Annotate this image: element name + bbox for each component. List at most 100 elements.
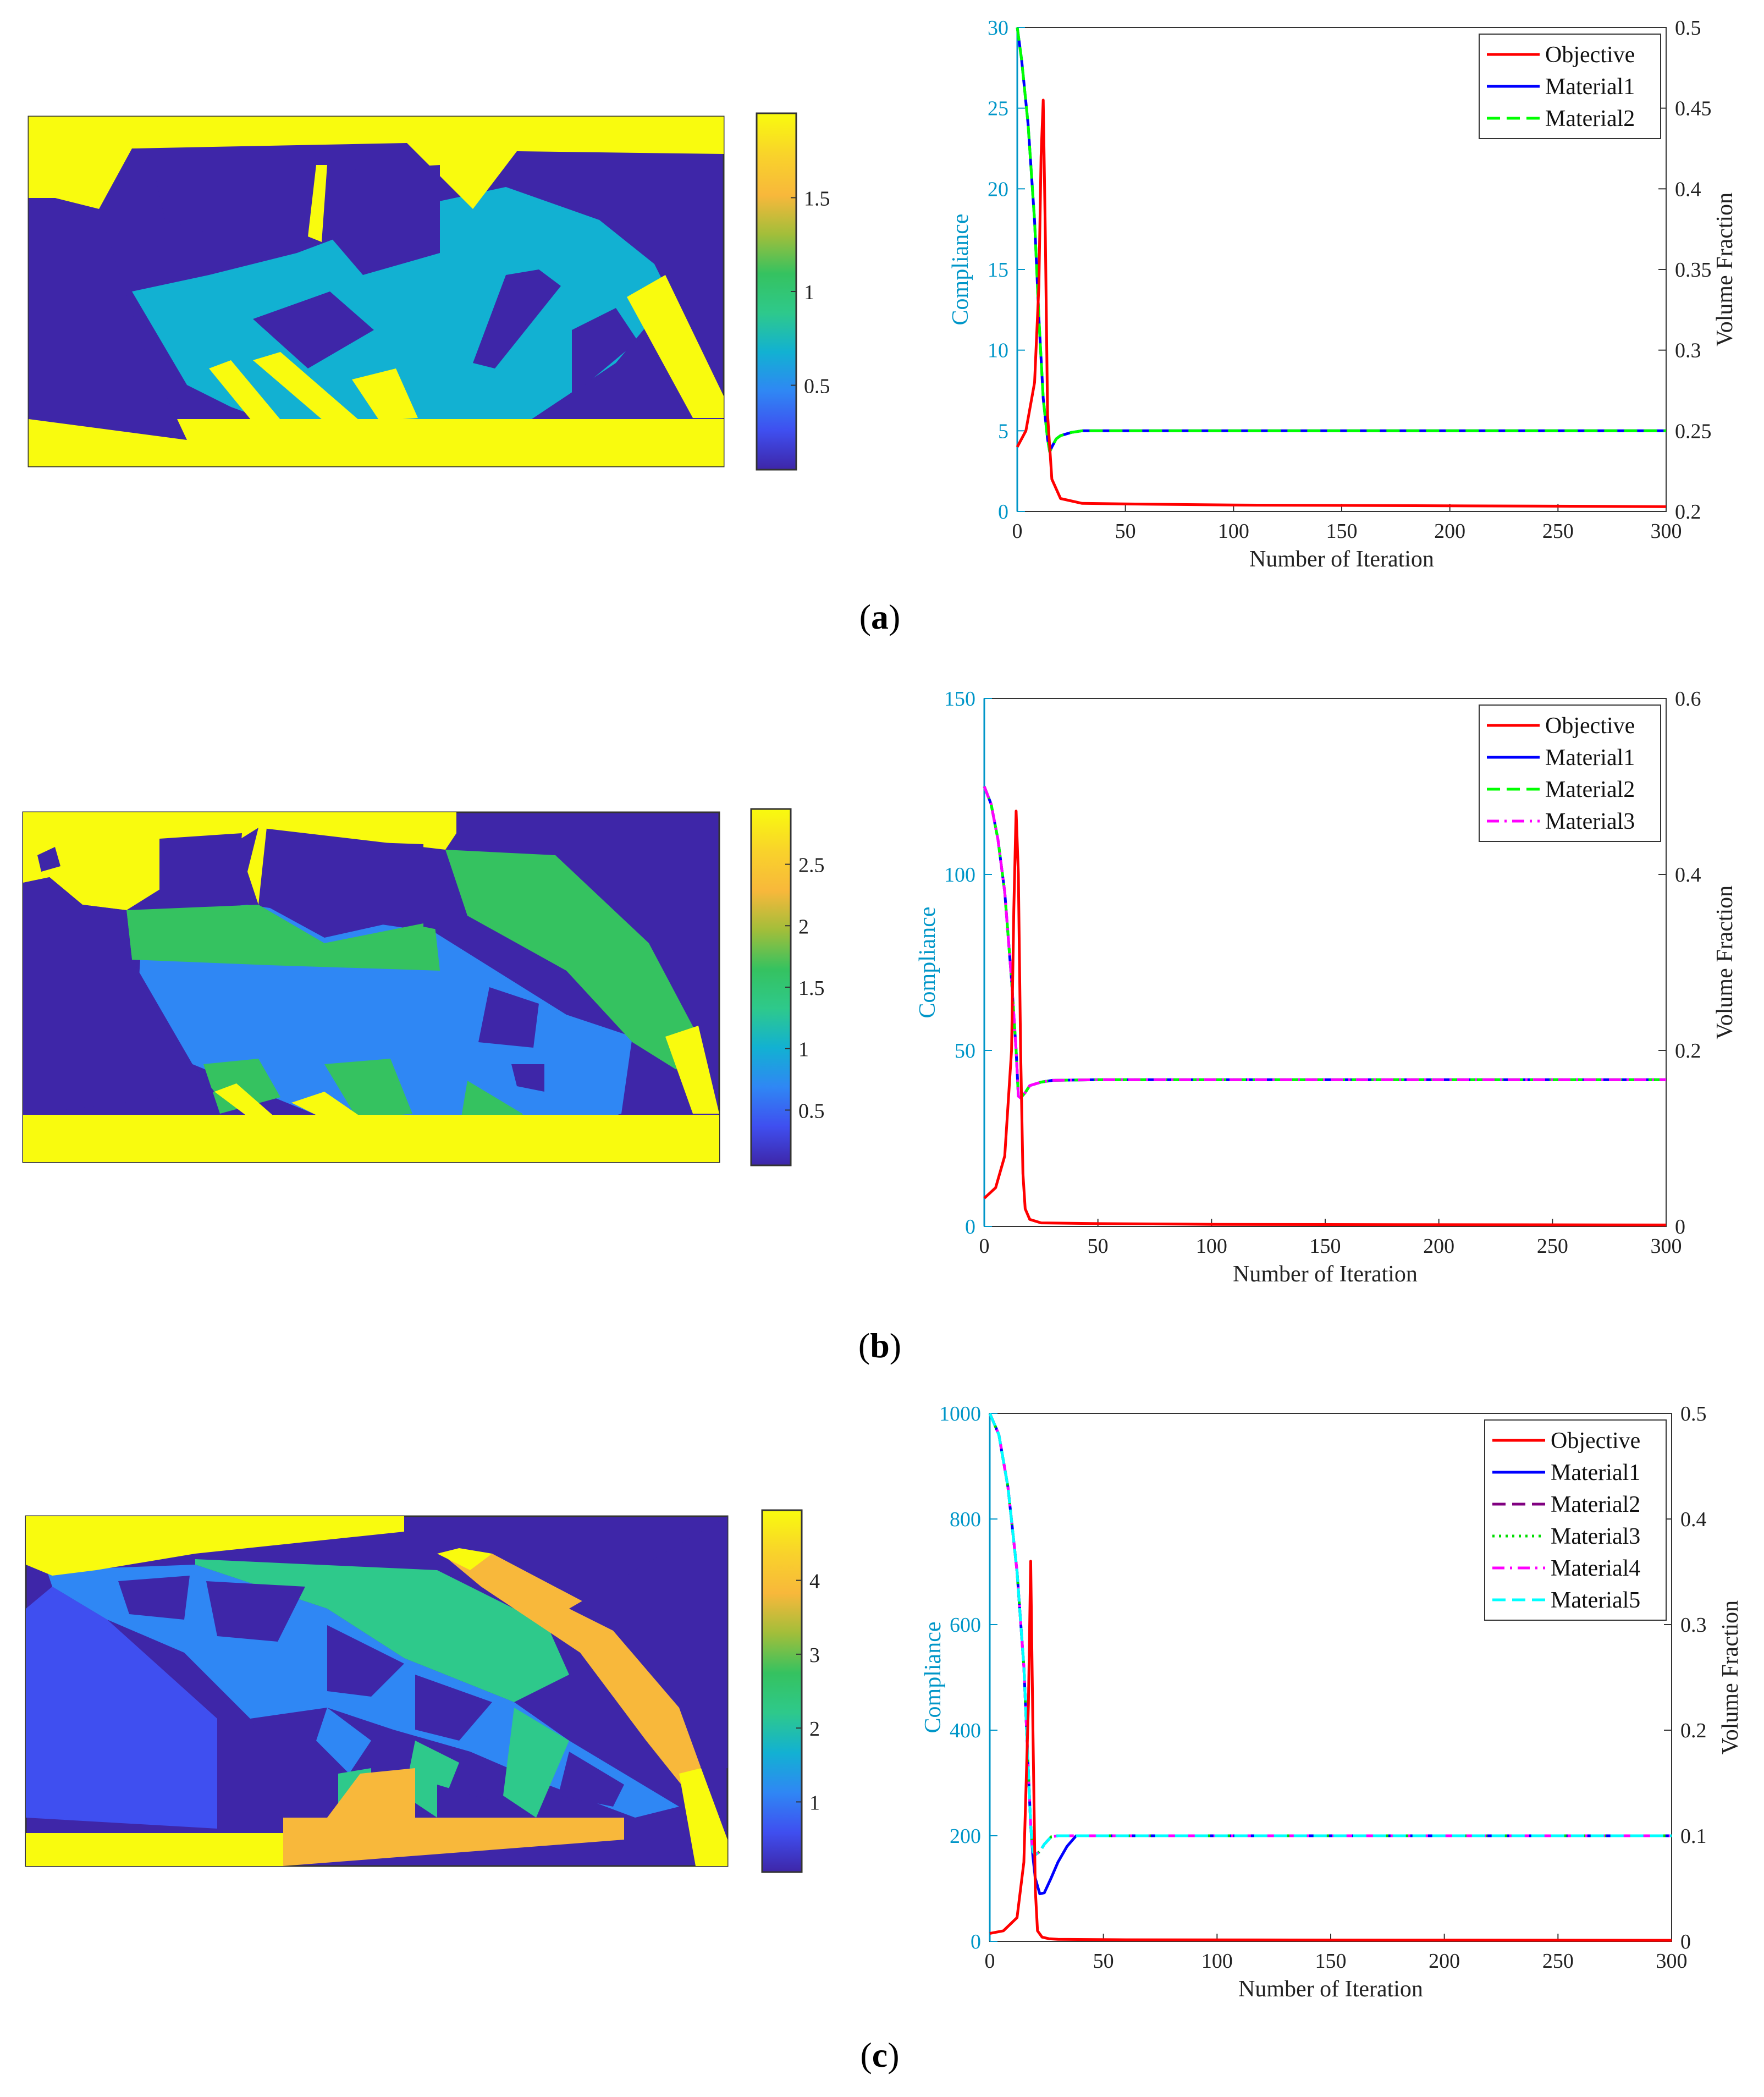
x-tick-label: 50: [1093, 1950, 1114, 1973]
x-axis-label: Number of Iteration: [1238, 1977, 1423, 2002]
legend-label: Material2: [1551, 1492, 1640, 1517]
colorbar-tick-label: 3: [809, 1644, 820, 1667]
y-right-tick-label: 0.25: [1675, 420, 1712, 443]
topology-map-a: [27, 115, 725, 467]
y-left-tick-label: 800: [950, 1508, 981, 1531]
y-right-tick-label: 0.45: [1675, 97, 1712, 120]
y-right-tick-label: 0.2: [1680, 1719, 1707, 1742]
y-right-tick-label: 0: [1680, 1930, 1691, 1953]
colorbar-tick-label: 1.5: [798, 977, 825, 1000]
x-tick-label: 200: [1434, 520, 1465, 543]
legend-label: Material3: [1551, 1524, 1640, 1549]
caption-c: (c): [860, 2035, 900, 2074]
legend: [1484, 1419, 1667, 1621]
x-tick-label: 300: [1651, 520, 1682, 543]
legend-label: Material1: [1545, 74, 1635, 100]
y-right-tick-label: 0.2: [1675, 500, 1701, 524]
y-left-axis-label: Compliance: [915, 907, 940, 1019]
colorbar-tick-label: 4: [809, 1570, 820, 1593]
y-right-axis-label: Volume Fraction: [1712, 885, 1738, 1039]
y-left-tick-label: 0: [998, 500, 1008, 524]
colorbar-a: 0.5 1 1.5: [756, 112, 830, 471]
colorbar-tick-label: 1.5: [804, 187, 830, 210]
x-tick-label: 0: [985, 1950, 995, 1973]
colorbar-tick-label: 2: [809, 1718, 820, 1741]
y-right-tick-label: 0.1: [1680, 1825, 1707, 1848]
y-left-axis-label: Compliance: [920, 1622, 946, 1733]
y-right-tick-label: 0.35: [1675, 258, 1712, 282]
legend-label: Objective: [1545, 42, 1635, 68]
y-left-tick-label: 0: [971, 1930, 981, 1953]
legend-label: Objective: [1545, 713, 1635, 739]
convergence-chart-a: 0 50 100 150 200 250 300 0 5 10 15 20 25 30 0.2 0.25 0.3…: [948, 16, 1738, 572]
colorbar-c: 1 2 3 4: [761, 1509, 820, 1873]
y-right-tick-label: 0.6: [1675, 687, 1701, 711]
x-axis-label: Number of Iteration: [1249, 547, 1434, 572]
colorbar-tick-label: 2.5: [798, 854, 825, 877]
legend-label: Material3: [1545, 809, 1635, 834]
x-tick-label: 100: [1218, 520, 1249, 543]
x-tick-label: 150: [1315, 1950, 1347, 1973]
y-right-tick-label: 0.2: [1675, 1039, 1701, 1063]
y-left-tick-label: 0: [965, 1215, 975, 1239]
colorbar-tick-label: 1: [798, 1038, 809, 1061]
y-left-axis-label: Compliance: [948, 214, 973, 326]
y-right-tick-label: 0.5: [1675, 16, 1701, 40]
x-tick-label: 150: [1310, 1235, 1341, 1258]
legend-label: Material1: [1545, 745, 1635, 770]
y-left-tick-label: 600: [950, 1614, 981, 1637]
y-right-tick-label: 0.3: [1675, 339, 1701, 362]
y-left-tick-label: 400: [950, 1719, 981, 1742]
x-axis-label: Number of Iteration: [1233, 1262, 1418, 1287]
x-tick-label: 100: [1196, 1235, 1227, 1258]
y-left-tick-label: 150: [944, 687, 975, 711]
y-left-tick-label: 15: [988, 258, 1008, 282]
colorbar-tick-label: 0.5: [804, 375, 830, 398]
x-tick-label: 300: [1651, 1235, 1682, 1258]
x-tick-label: 200: [1423, 1235, 1454, 1258]
topology-map-c: [25, 1515, 729, 1867]
x-tick-label: 150: [1326, 520, 1358, 543]
y-left-tick-label: 25: [988, 97, 1008, 120]
x-tick-label: 0: [979, 1235, 990, 1258]
colorbar-tick-label: 1: [804, 281, 814, 304]
y-right-axis-label: Volume Fraction: [1712, 192, 1738, 346]
x-tick-label: 50: [1088, 1235, 1109, 1258]
y-left-tick-label: 20: [988, 178, 1008, 201]
x-tick-label: 300: [1656, 1950, 1688, 1973]
y-right-tick-label: 0.5: [1680, 1402, 1707, 1425]
y-left-tick-label: 200: [950, 1825, 981, 1848]
colorbar-b: 0.5 1 1.5 2 2.5: [750, 808, 825, 1166]
legend-label: Material1: [1551, 1460, 1640, 1485]
series-line-objective: [983, 810, 1667, 1226]
colorbar-tick-label: 1: [809, 1791, 820, 1814]
x-tick-label: 0: [1012, 520, 1023, 543]
x-tick-label: 250: [1537, 1235, 1568, 1258]
x-tick-label: 200: [1429, 1950, 1460, 1973]
y-right-tick-label: 0.4: [1675, 178, 1701, 201]
y-right-tick-label: 0.3: [1680, 1614, 1707, 1637]
colorbar-tick-label: 0.5: [798, 1099, 825, 1122]
y-left-tick-label: 50: [955, 1039, 975, 1063]
y-left-tick-label: 100: [944, 863, 975, 887]
convergence-chart-c: 0 50 100 150 200 250 3000200400600800100000.10…: [920, 1402, 1743, 2002]
series-line-objective: [989, 1560, 1672, 1942]
y-left-tick-label: 10: [988, 339, 1008, 362]
x-tick-label: 250: [1542, 1950, 1574, 1973]
caption-b: (b): [858, 1326, 902, 1365]
topology-map-b: [22, 811, 720, 1163]
convergence-chart-b: 0 50 100 150 200 250 30005010015000.20.40.6Num…: [915, 687, 1738, 1287]
y-left-tick-label: 5: [998, 420, 1008, 443]
y-right-tick-label: 0: [1675, 1215, 1685, 1239]
x-tick-label: 250: [1542, 520, 1574, 543]
legend: [1479, 704, 1661, 842]
y-left-tick-label: 1000: [939, 1402, 981, 1425]
caption-a: (a): [859, 597, 901, 636]
legend-label: Material2: [1545, 106, 1635, 131]
series-line-objective: [1016, 98, 1667, 508]
x-tick-label: 50: [1115, 520, 1136, 543]
y-right-tick-label: 0.4: [1680, 1508, 1707, 1531]
legend-label: Material4: [1551, 1556, 1640, 1581]
y-right-tick-label: 0.4: [1675, 863, 1701, 887]
